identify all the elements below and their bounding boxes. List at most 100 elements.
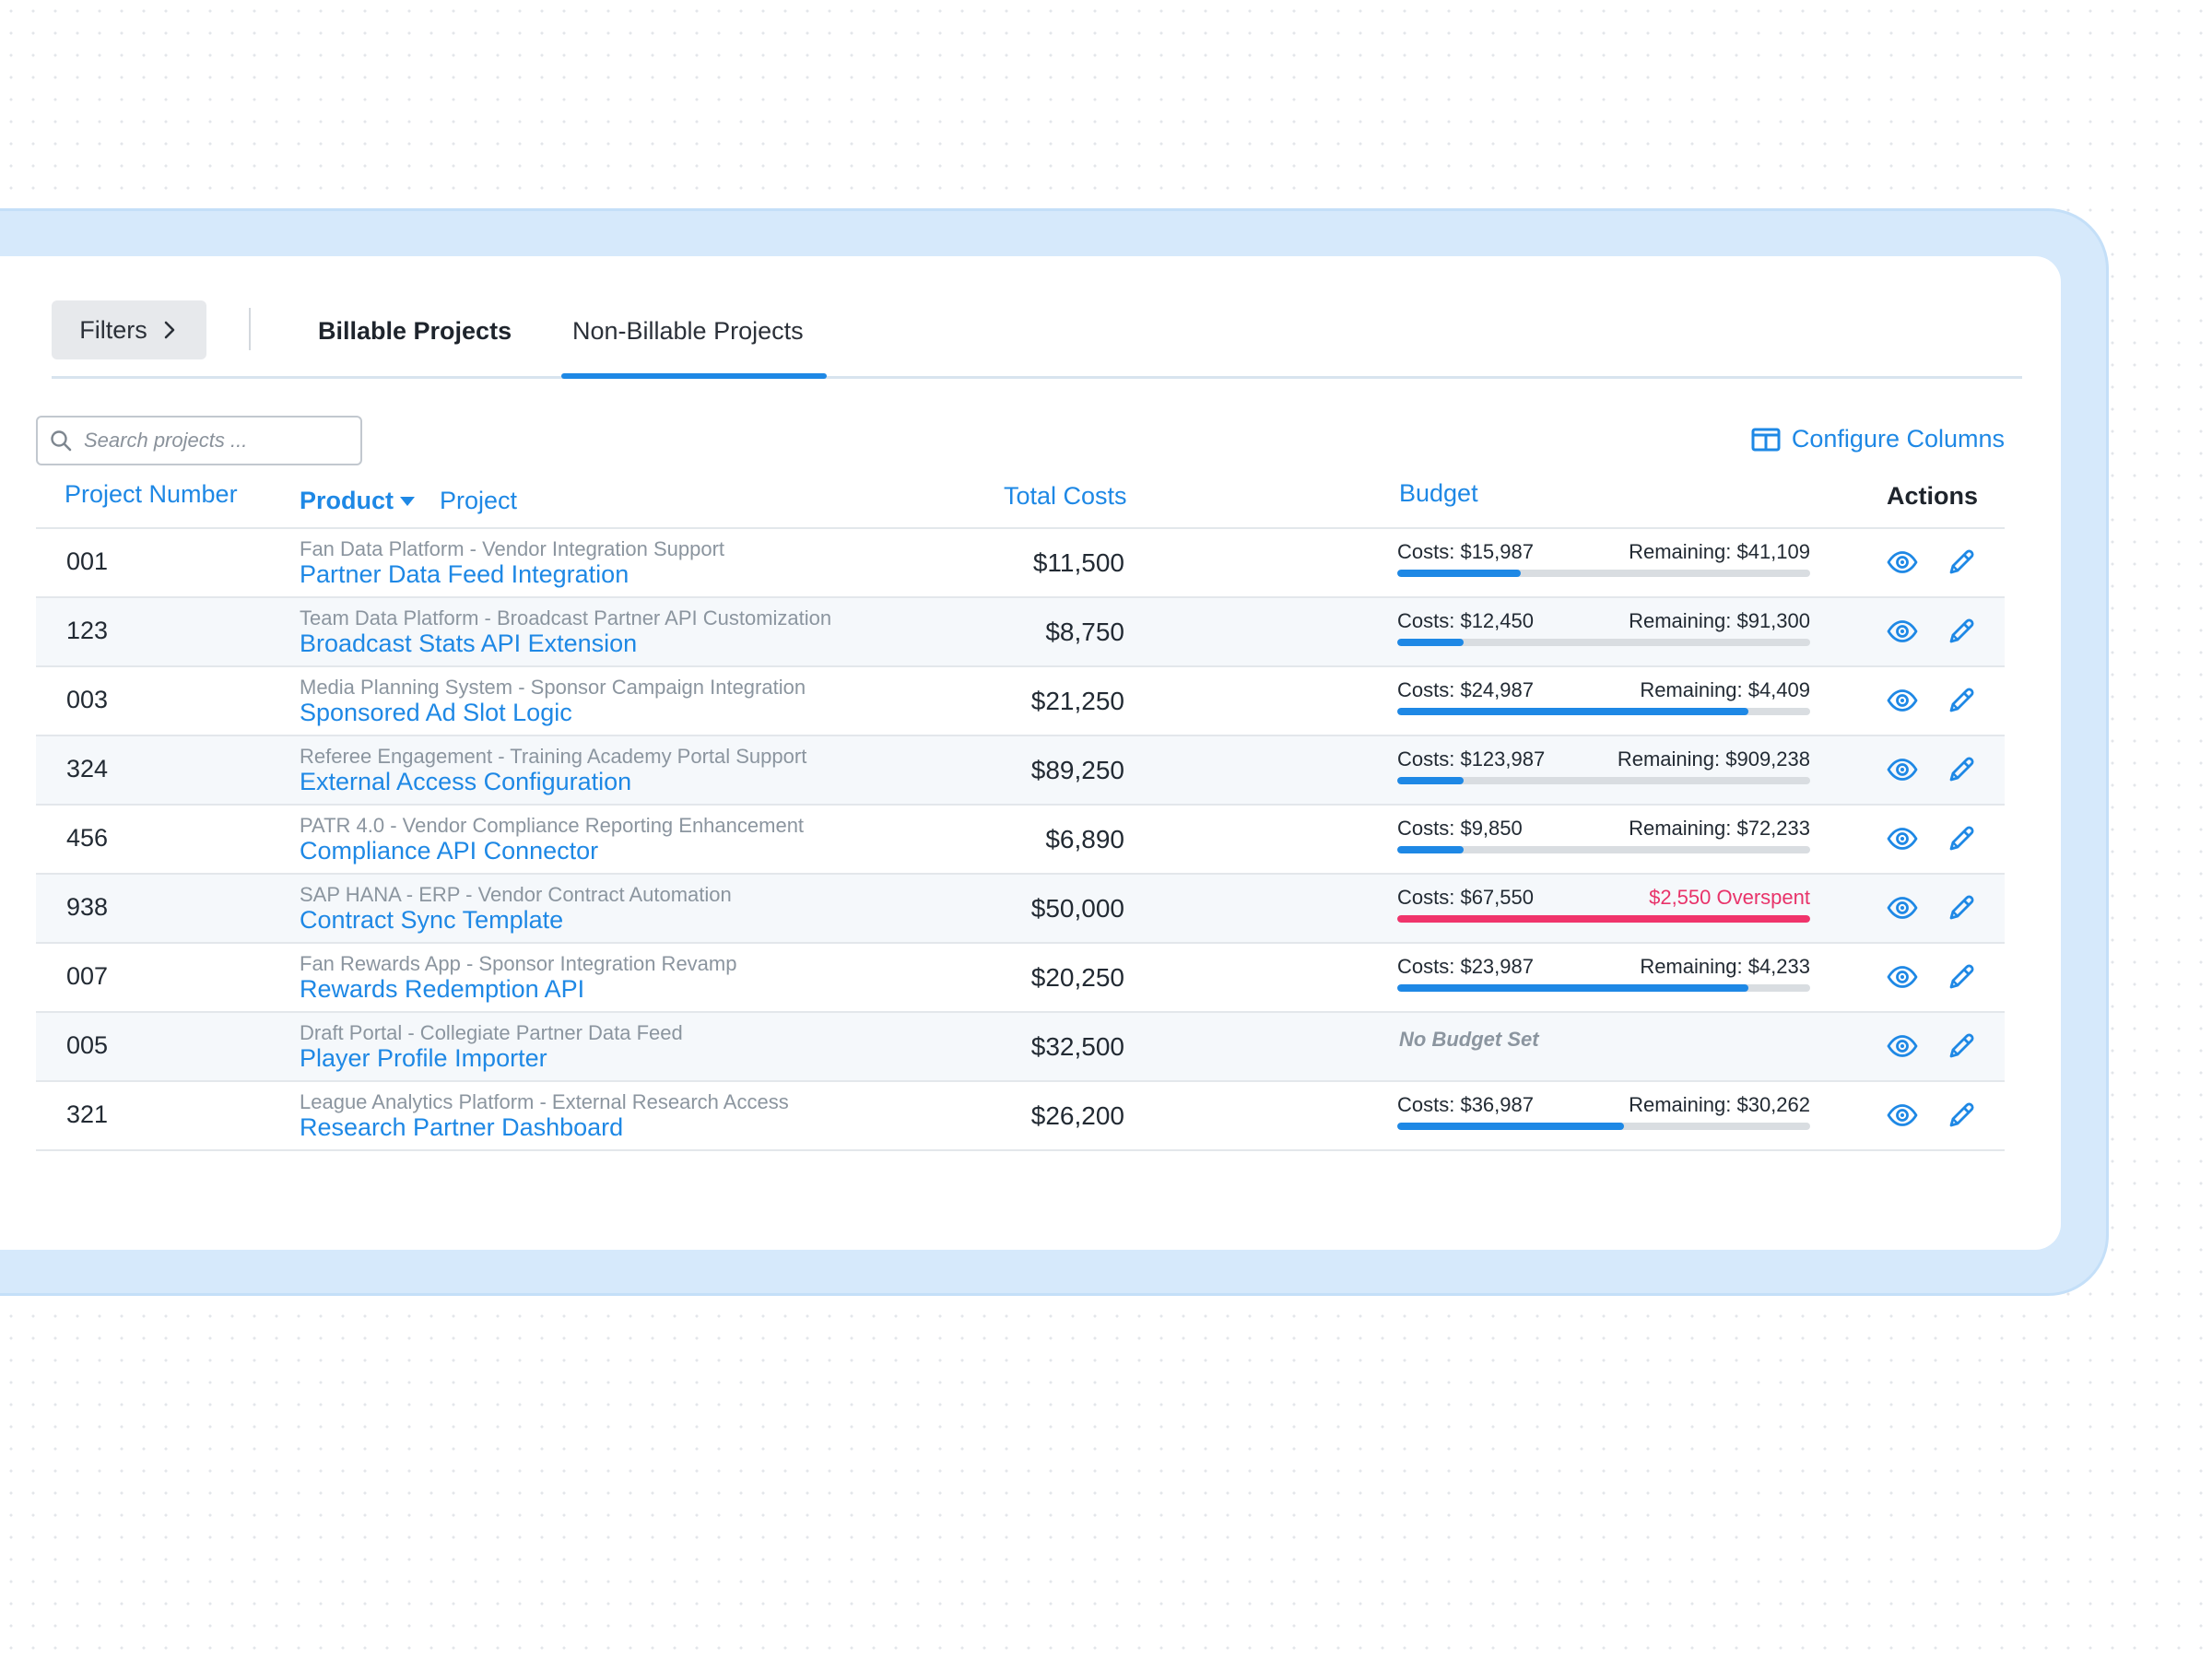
edit-button[interactable] [1944, 683, 1979, 718]
view-button[interactable] [1885, 1098, 1920, 1133]
view-button[interactable] [1885, 545, 1920, 580]
table-row: 321 League Analytics Platform - External… [36, 1082, 2005, 1151]
tab-non-billable-projects[interactable]: Non-Billable Projects [572, 317, 804, 345]
view-button[interactable] [1885, 821, 1920, 856]
project-number-cell: 007 [66, 962, 109, 990]
budget-costs: Costs: $36,987 [1397, 1093, 1534, 1116]
view-button[interactable] [1885, 1029, 1920, 1064]
product-cell: League Analytics Platform - External Res… [300, 1090, 789, 1113]
budget-progress-bar [1397, 639, 1810, 646]
column-header-project[interactable]: Project [440, 487, 518, 514]
budget-progress-bar [1397, 915, 1810, 923]
project-link[interactable]: External Access Configuration [300, 768, 632, 795]
configure-columns-button[interactable]: Configure Columns [1751, 425, 2005, 453]
budget-line: Costs: $15,987 Remaining: $41,109 [1397, 540, 1810, 564]
product-cell: Fan Rewards App - Sponsor Integration Re… [300, 952, 737, 975]
project-link[interactable]: Contract Sync Template [300, 906, 564, 934]
budget-costs: Costs: $9,850 [1397, 817, 1523, 840]
eye-icon [1887, 551, 1918, 573]
edit-button[interactable] [1944, 959, 1979, 994]
project-number-cell: 321 [66, 1100, 109, 1128]
eye-icon [1887, 828, 1918, 850]
edit-button[interactable] [1944, 752, 1979, 787]
project-link[interactable]: Sponsored Ad Slot Logic [300, 699, 572, 726]
pencil-icon [1949, 826, 1974, 851]
eye-icon [1887, 966, 1918, 988]
active-tab-indicator [561, 373, 827, 379]
eye-icon [1887, 759, 1918, 781]
view-button[interactable] [1885, 959, 1920, 994]
table-row: 123 Team Data Platform - Broadcast Partn… [36, 598, 2005, 667]
caret-down-icon [400, 496, 416, 506]
search-input[interactable] [82, 428, 353, 453]
budget-cell: Costs: $15,987 Remaining: $41,109 [1397, 540, 1810, 577]
edit-button[interactable] [1944, 1029, 1979, 1064]
budget-line: Costs: $36,987 Remaining: $30,262 [1397, 1093, 1810, 1117]
budget-progress-fill [1397, 846, 1464, 853]
eye-icon [1887, 1104, 1918, 1126]
view-button[interactable] [1885, 683, 1920, 718]
edit-button[interactable] [1944, 614, 1979, 649]
project-link[interactable]: Compliance API Connector [300, 837, 599, 865]
budget-remaining: $2,550 Overspent [1649, 886, 1810, 909]
project-link[interactable]: Player Profile Importer [300, 1044, 547, 1072]
table-row: 007 Fan Rewards App - Sponsor Integratio… [36, 944, 2005, 1013]
budget-cell: Costs: $24,987 Remaining: $4,409 [1397, 678, 1810, 715]
product-cell: Referee Engagement - Training Academy Po… [300, 745, 807, 768]
edit-button[interactable] [1944, 821, 1979, 856]
total-costs-cell: $50,000 [1030, 894, 1124, 923]
edit-button[interactable] [1944, 890, 1979, 925]
project-link[interactable]: Rewards Redemption API [300, 975, 585, 1003]
column-header-total-costs[interactable]: Total Costs [1004, 482, 1127, 510]
budget-line: Costs: $9,850 Remaining: $72,233 [1397, 817, 1810, 841]
budget-remaining: Remaining: $30,262 [1629, 1093, 1810, 1116]
project-number-cell: 005 [66, 1031, 109, 1059]
no-budget-label: No Budget Set [1399, 1028, 1539, 1051]
product-cell: SAP HANA - ERP - Vendor Contract Automat… [300, 883, 732, 906]
budget-progress-bar [1397, 1123, 1810, 1130]
project-link[interactable]: Broadcast Stats API Extension [300, 629, 638, 657]
eye-icon [1887, 897, 1918, 919]
tab-billable-projects[interactable]: Billable Projects [318, 317, 512, 345]
column-header-budget[interactable]: Budget [1399, 479, 1478, 507]
project-number-cell: 003 [66, 686, 109, 713]
view-button[interactable] [1885, 752, 1920, 787]
filters-button[interactable]: Filters [52, 300, 206, 359]
budget-progress-bar [1397, 708, 1810, 715]
budget-remaining: Remaining: $4,409 [1640, 678, 1810, 701]
budget-progress-fill [1397, 915, 1810, 923]
product-cell: Draft Portal - Collegiate Partner Data F… [300, 1021, 683, 1044]
edit-button[interactable] [1944, 1098, 1979, 1133]
project-number-cell: 456 [66, 824, 109, 852]
tabs-divider [52, 376, 2022, 379]
pencil-icon [1949, 964, 1974, 989]
budget-costs: Costs: $15,987 [1397, 540, 1534, 563]
search-box[interactable] [36, 416, 362, 465]
project-link[interactable]: Partner Data Feed Integration [300, 560, 629, 588]
view-button[interactable] [1885, 614, 1920, 649]
eye-icon [1887, 620, 1918, 642]
total-costs-cell: $20,250 [1030, 963, 1124, 992]
budget-progress-bar [1397, 570, 1810, 577]
edit-button[interactable] [1944, 545, 1979, 580]
product-cell: Fan Data Platform - Vendor Integration S… [300, 537, 725, 560]
budget-progress-bar [1397, 777, 1810, 784]
budget-costs: Costs: $24,987 [1397, 678, 1534, 701]
column-header-project-number[interactable]: Project Number [65, 480, 238, 508]
budget-remaining: Remaining: $909,238 [1617, 747, 1810, 771]
budget-line: Costs: $12,450 Remaining: $91,300 [1397, 609, 1810, 633]
pencil-icon [1949, 895, 1974, 920]
budget-line: Costs: $123,987 Remaining: $909,238 [1397, 747, 1810, 771]
table-row: 005 Draft Portal - Collegiate Partner Da… [36, 1013, 2005, 1082]
budget-cell: Costs: $9,850 Remaining: $72,233 [1397, 817, 1810, 853]
pencil-icon [1949, 1033, 1974, 1058]
budget-cell: Costs: $123,987 Remaining: $909,238 [1397, 747, 1810, 784]
budget-progress-fill [1397, 1123, 1625, 1130]
budget-remaining: Remaining: $72,233 [1629, 817, 1810, 840]
project-link[interactable]: Research Partner Dashboard [300, 1113, 624, 1141]
budget-costs: Costs: $12,450 [1397, 609, 1534, 632]
total-costs-cell: $8,750 [1045, 618, 1124, 646]
column-header-product[interactable]: Product [300, 487, 416, 515]
view-button[interactable] [1885, 890, 1920, 925]
table-row: 324 Referee Engagement - Training Academ… [36, 736, 2005, 806]
